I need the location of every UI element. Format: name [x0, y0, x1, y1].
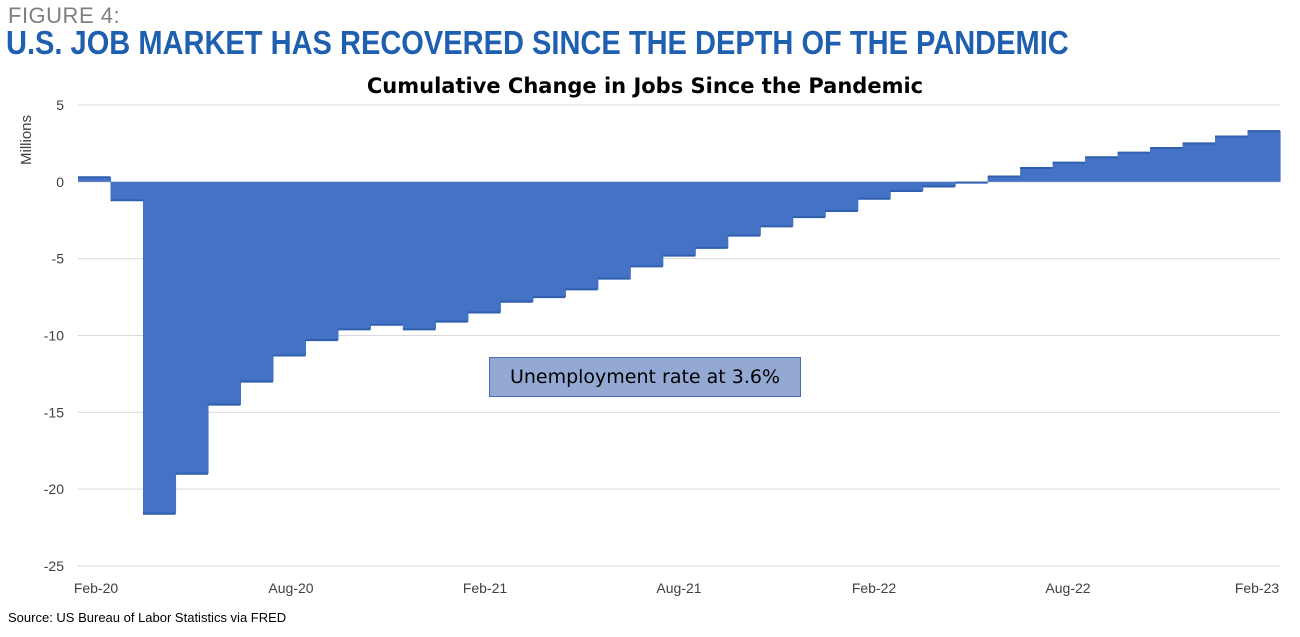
data-bar: [1020, 168, 1054, 182]
y-tick-label: -25: [44, 558, 64, 574]
unemployment-annotation: Unemployment rate at 3.6%: [489, 357, 801, 397]
data-bar: [857, 181, 891, 199]
data-bar: [890, 181, 924, 192]
y-tick-label: -5: [52, 251, 65, 267]
data-bar: [1247, 131, 1281, 182]
figure-label: FIGURE 4:: [8, 3, 121, 28]
data-bar: [175, 181, 209, 474]
data-bar: [142, 181, 177, 514]
chart-title: Cumulative Change in Jobs Since the Pand…: [366, 74, 924, 98]
y-tick-label: 0: [56, 174, 64, 190]
data-bar: [207, 181, 242, 405]
data-bar: [1182, 143, 1216, 182]
data-bar: [1150, 148, 1184, 182]
data-bar: [630, 181, 664, 267]
y-tick-label: 5: [56, 97, 64, 113]
x-tick-label: Aug-21: [656, 580, 701, 596]
data-bar: [402, 181, 436, 330]
x-tick-label: Feb-22: [852, 580, 897, 596]
data-bar: [1085, 157, 1119, 182]
data-bar: [240, 181, 274, 382]
data-bar: [1215, 136, 1249, 182]
y-tick-label: -15: [44, 404, 64, 420]
x-tick-label: Feb-21: [463, 580, 508, 596]
data-bar: [597, 181, 631, 279]
data-bar: [305, 181, 339, 341]
data-bar: [662, 181, 696, 256]
data-bar: [727, 181, 761, 236]
data-bar: [370, 181, 404, 325]
data-bar: [272, 181, 307, 356]
data-bar: [435, 181, 469, 322]
data-bar: [532, 181, 566, 298]
data-bar: [78, 177, 112, 182]
data-bar: [1117, 152, 1151, 182]
data-bar: [760, 181, 794, 227]
data-bar: [565, 181, 599, 290]
x-tick-label: Aug-20: [268, 580, 313, 596]
y-tick-label: -20: [44, 481, 64, 497]
x-tick-label: Aug-22: [1045, 580, 1090, 596]
data-bar: [987, 176, 1021, 182]
data-bar: [922, 181, 956, 187]
data-bar: [337, 181, 371, 330]
data-bar: [695, 181, 729, 248]
data-bar: [467, 181, 501, 313]
y-tick-label: -10: [44, 328, 64, 344]
y-axis-label: Millions: [18, 115, 35, 165]
data-bar: [1052, 162, 1086, 182]
data-bar: [500, 181, 534, 302]
data-bar: [792, 181, 826, 218]
source-note: Source: US Bureau of Labor Statistics vi…: [8, 610, 287, 625]
x-tick-label: Feb-23: [1235, 580, 1280, 596]
x-tick-label: Feb-20: [74, 580, 119, 596]
data-bar: [825, 181, 859, 212]
data-bar: [110, 181, 144, 201]
headline: U.S. JOB MARKET HAS RECOVERED SINCE THE …: [6, 24, 1069, 61]
